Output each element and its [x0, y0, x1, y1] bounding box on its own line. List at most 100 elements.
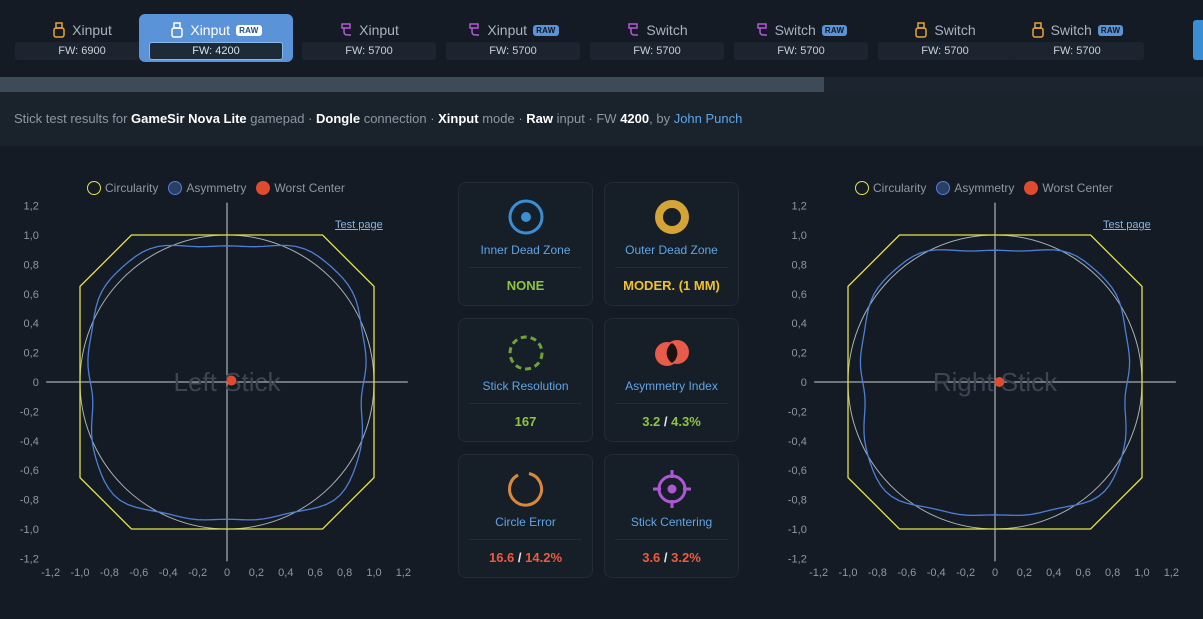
- card-divider: [469, 267, 582, 268]
- x-tick-label: 0,2: [249, 567, 264, 579]
- x-tick-label: -1,2: [41, 567, 60, 579]
- usb-dongle-icon: [52, 22, 66, 38]
- tabs-scroll-indicator[interactable]: [1193, 20, 1203, 60]
- legend-label: Worst Center: [274, 181, 345, 195]
- x-tick-label: 0,6: [1076, 567, 1091, 579]
- usb-dongle-icon: [914, 22, 928, 38]
- card-title: Outer Dead Zone: [625, 243, 718, 257]
- legend-worst-center[interactable]: Worst Center: [1024, 181, 1113, 195]
- card-value: 3.2 / 4.3%: [605, 414, 738, 429]
- tabs-scrollbar[interactable]: [0, 77, 1203, 92]
- y-tick-label: 1,0: [24, 230, 39, 242]
- tab-4[interactable]: Switch FW: 5700: [580, 14, 734, 62]
- card-divider: [469, 539, 582, 540]
- legend-circularity[interactable]: Circularity: [87, 181, 158, 195]
- metric-percent: 14.2%: [525, 550, 563, 565]
- tab-7[interactable]: Switch RAW FW: 5700: [1000, 14, 1154, 62]
- desc-text: input · FW: [553, 111, 621, 126]
- y-tick-label: -0,2: [788, 406, 807, 418]
- x-tick-label: 0,4: [278, 567, 293, 579]
- tab-2[interactable]: Xinput FW: 5700: [292, 14, 446, 62]
- card-title: Stick Centering: [630, 515, 713, 529]
- metric-absolute: 3.6: [642, 550, 661, 565]
- metric-percent: 3.2%: [671, 550, 701, 565]
- card-inner-dead-zone: Inner Dead Zone NONE: [458, 182, 593, 306]
- mode-tabs-bar: Xinput FW: 6900 Xinput RAW FW: 4200 Xinpu…: [0, 0, 1203, 92]
- tabs-scrollbar-thumb[interactable]: [0, 77, 824, 92]
- y-tick-label: 0: [33, 377, 39, 389]
- legend-label: Asymmetry: [954, 181, 1015, 195]
- worst-center-dot: [226, 375, 237, 386]
- legend-label: Asymmetry: [186, 181, 247, 195]
- tab-label: Xinput: [359, 22, 399, 38]
- legend-label: Worst Center: [1042, 181, 1113, 195]
- card-circle-error: Circle Error 16.6 / 14.2%: [458, 454, 593, 578]
- y-tick-label: 0,4: [792, 318, 807, 330]
- circle-outline-icon: [87, 181, 101, 195]
- tab-5[interactable]: Switch RAW FW: 5700: [724, 14, 878, 62]
- tab-label: Xinput: [487, 22, 528, 38]
- desc-text: connection ·: [360, 111, 439, 126]
- raw-badge: RAW: [1097, 24, 1124, 36]
- x-tick-label: -0,4: [927, 567, 946, 579]
- x-tick-label: -0,6: [129, 567, 148, 579]
- circle-filled-icon: [168, 181, 183, 195]
- y-tick-label: 1,0: [792, 230, 807, 242]
- tab-3[interactable]: Xinput RAW FW: 5700: [436, 14, 590, 62]
- author-link[interactable]: John Punch: [673, 111, 743, 126]
- card-value: 3.6 / 3.2%: [605, 550, 738, 565]
- legend-asymmetry[interactable]: Asymmetry: [168, 181, 246, 195]
- y-tick-label: -1,0: [788, 524, 807, 536]
- asymmetry-outline: [87, 244, 367, 521]
- dot-icon: [1024, 181, 1039, 195]
- tab-6[interactable]: Switch FW: 5700: [868, 14, 1022, 62]
- legend-worst-center[interactable]: Worst Center: [256, 181, 345, 195]
- tab-firmware: FW: 5700: [734, 42, 868, 60]
- metric-separator: /: [660, 550, 672, 565]
- card-value: 167: [514, 414, 537, 429]
- left-test-page-link[interactable]: Test page: [335, 219, 383, 231]
- right-test-page-link[interactable]: Test page: [1103, 219, 1151, 231]
- tab-0[interactable]: Xinput FW: 6900: [5, 14, 159, 62]
- y-tick-label: -1,2: [20, 553, 39, 565]
- legend-label: Circularity: [873, 181, 927, 195]
- input-mode: Xinput: [438, 111, 479, 126]
- x-tick-label: -0,2: [956, 567, 975, 579]
- x-tick-label: -0,8: [868, 567, 887, 579]
- legend-circularity[interactable]: Circularity: [855, 181, 926, 195]
- card-value: 16.6 / 14.2%: [459, 550, 592, 565]
- x-tick-label: 0,8: [337, 567, 352, 579]
- resolution-icon: [508, 335, 543, 371]
- inner-dead-zone-icon: [508, 199, 543, 235]
- x-tick-label: 0: [992, 567, 998, 579]
- metric-separator: /: [660, 414, 672, 429]
- y-tick-label: -0,2: [20, 406, 39, 418]
- metric-percent: 4.3%: [671, 414, 701, 429]
- x-tick-label: 1,0: [366, 567, 381, 579]
- usb-cable-icon: [626, 22, 640, 38]
- usb-dongle-icon: [1031, 22, 1045, 38]
- legend-label: Circularity: [105, 181, 159, 195]
- tab-label: Switch: [1050, 22, 1092, 38]
- circle-filled-icon: [936, 181, 951, 195]
- y-tick-label: 0,8: [792, 259, 807, 271]
- x-tick-label: 0,4: [1046, 567, 1061, 579]
- dot-icon: [256, 181, 271, 195]
- card-stick-resolution: Stick Resolution 167: [458, 318, 593, 442]
- tab-firmware: FW: 5700: [1010, 42, 1144, 60]
- x-tick-label: 0,8: [1105, 567, 1120, 579]
- y-tick-label: -1,0: [20, 524, 39, 536]
- tab-label: Switch: [646, 22, 688, 38]
- card-title: Stick Resolution: [482, 379, 569, 393]
- legend-asymmetry[interactable]: Asymmetry: [936, 181, 1014, 195]
- x-tick-label: 0: [224, 567, 230, 579]
- raw-badge: RAW: [533, 24, 559, 36]
- left-stick-plot: -1,2 -1,0 -0,8 -0,6 -0,4 -0,2 0 0,2 0,4 0,6 0,8 1,0…: [20, 201, 411, 579]
- tab-firmware: FW: 5700: [590, 42, 724, 60]
- tab-firmware: FW: 4200: [149, 42, 283, 60]
- card-title: Circle Error: [495, 515, 556, 529]
- x-tick-label: -1,0: [71, 567, 90, 579]
- y-tick-label: 0,8: [24, 259, 39, 271]
- tab-1-active[interactable]: Xinput RAW FW: 4200: [139, 14, 293, 62]
- card-divider: [615, 403, 728, 404]
